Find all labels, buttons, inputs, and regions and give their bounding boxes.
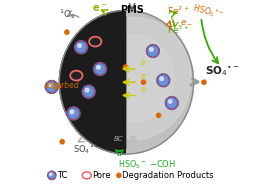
Circle shape	[60, 140, 64, 144]
Text: Fe$^{2+}$: Fe$^{2+}$	[167, 5, 190, 18]
Circle shape	[96, 66, 100, 69]
Circle shape	[45, 81, 58, 93]
Circle shape	[49, 84, 52, 87]
Ellipse shape	[70, 71, 83, 81]
Circle shape	[157, 74, 170, 87]
Circle shape	[168, 100, 172, 103]
Circle shape	[82, 85, 95, 98]
Text: SO$_4$$^{\bullet-}$: SO$_4$$^{\bullet-}$	[205, 64, 240, 77]
Circle shape	[150, 48, 153, 51]
Text: Degradation Products: Degradation Products	[122, 171, 214, 180]
Text: HSO$_5$$^{\bullet-}$: HSO$_5$$^{\bullet-}$	[191, 2, 225, 22]
Text: Fe$^{3+}$: Fe$^{3+}$	[167, 24, 190, 36]
Ellipse shape	[94, 35, 174, 122]
Circle shape	[96, 65, 104, 73]
Circle shape	[168, 99, 176, 107]
Circle shape	[50, 173, 52, 176]
Text: e⁻: e⁻	[141, 72, 149, 81]
Circle shape	[117, 173, 121, 177]
Text: e⁻: e⁻	[141, 85, 149, 94]
Circle shape	[202, 80, 206, 84]
Text: e$_-$: e$_-$	[180, 17, 193, 26]
Circle shape	[49, 173, 54, 178]
Circle shape	[124, 65, 128, 69]
Circle shape	[149, 47, 157, 55]
Circle shape	[67, 107, 80, 120]
Text: adsorbed: adsorbed	[43, 81, 79, 91]
Text: $-$COH: $-$COH	[149, 158, 176, 169]
Ellipse shape	[59, 10, 193, 154]
Ellipse shape	[89, 37, 101, 46]
Circle shape	[84, 88, 93, 96]
Text: e⁻: e⁻	[141, 58, 149, 67]
Text: $^1$O$_2$: $^1$O$_2$	[59, 8, 76, 22]
Circle shape	[159, 76, 168, 84]
Circle shape	[157, 113, 161, 117]
Circle shape	[147, 45, 159, 57]
Text: SO$_4$$^{\bullet-}$: SO$_4$$^{\bullet-}$	[73, 143, 100, 156]
Text: HSO$_5$$^-$: HSO$_5$$^-$	[118, 158, 147, 171]
Circle shape	[70, 110, 74, 114]
Circle shape	[142, 80, 146, 84]
Circle shape	[77, 43, 85, 51]
Circle shape	[85, 88, 89, 92]
Circle shape	[160, 77, 163, 81]
Circle shape	[48, 171, 56, 180]
Circle shape	[78, 44, 81, 47]
Circle shape	[48, 83, 56, 91]
Text: Fe: Fe	[130, 136, 138, 142]
Ellipse shape	[77, 17, 191, 139]
Circle shape	[69, 109, 78, 118]
Circle shape	[94, 63, 106, 75]
Text: PMS: PMS	[120, 5, 144, 15]
Ellipse shape	[59, 10, 193, 154]
Text: e$^-$: e$^-$	[91, 3, 107, 14]
Text: TC: TC	[57, 171, 68, 180]
Circle shape	[75, 41, 88, 54]
Text: Pore: Pore	[92, 171, 111, 180]
Text: BC: BC	[114, 136, 124, 142]
Circle shape	[165, 97, 178, 109]
Circle shape	[65, 30, 69, 34]
